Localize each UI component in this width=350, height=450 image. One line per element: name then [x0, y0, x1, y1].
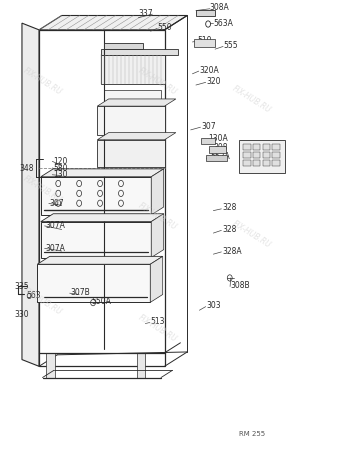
Text: FIX-HUB.RU: FIX-HUB.RU	[136, 201, 178, 231]
Polygon shape	[150, 256, 163, 302]
Text: 513: 513	[150, 317, 165, 326]
Bar	[201, 138, 215, 144]
Bar	[272, 160, 280, 166]
Bar	[243, 153, 251, 158]
Text: FIX-HUB.RU: FIX-HUB.RU	[231, 84, 273, 115]
Bar	[41, 177, 151, 215]
Bar	[272, 144, 280, 150]
Text: 328A: 328A	[222, 247, 242, 256]
Text: FIX-HUB.RU: FIX-HUB.RU	[22, 286, 63, 317]
Text: 130A: 130A	[208, 135, 228, 144]
Polygon shape	[37, 256, 163, 264]
Text: 550A: 550A	[91, 297, 111, 306]
Bar	[262, 144, 270, 150]
Bar	[239, 140, 285, 173]
Bar	[104, 90, 161, 102]
Text: 328: 328	[222, 203, 237, 212]
Text: 550: 550	[158, 23, 172, 32]
Text: 130: 130	[53, 170, 68, 179]
Bar	[196, 9, 215, 16]
Bar	[253, 144, 260, 150]
Text: 348: 348	[20, 163, 34, 172]
Text: FIX-HUB.RU: FIX-HUB.RU	[22, 66, 63, 97]
Polygon shape	[151, 169, 164, 215]
Polygon shape	[22, 23, 39, 366]
Text: FIX-HUB.RU: FIX-HUB.RU	[22, 174, 63, 204]
Text: 320: 320	[206, 77, 221, 86]
Bar	[206, 155, 227, 161]
Bar	[101, 49, 178, 54]
Text: 510: 510	[198, 36, 212, 45]
Bar	[253, 153, 260, 158]
Text: 320A: 320A	[199, 66, 219, 75]
Bar	[262, 153, 270, 158]
Bar	[136, 353, 145, 378]
Bar	[46, 353, 55, 378]
Text: 563: 563	[27, 292, 41, 301]
Bar	[97, 106, 164, 135]
Polygon shape	[151, 214, 164, 257]
Text: FIX-HUB.RU: FIX-HUB.RU	[231, 219, 273, 249]
Bar	[243, 144, 251, 150]
Text: 328: 328	[222, 225, 237, 234]
Text: 120: 120	[53, 157, 67, 166]
Bar	[41, 222, 151, 257]
Text: FIX-HUB.RU: FIX-HUB.RU	[136, 66, 178, 97]
Text: 307B: 307B	[70, 288, 90, 297]
Bar	[37, 264, 150, 302]
Text: 307: 307	[201, 122, 216, 131]
Polygon shape	[97, 99, 176, 106]
Text: FIX-HUB.RU: FIX-HUB.RU	[136, 313, 178, 344]
Polygon shape	[97, 133, 176, 140]
Text: 308B: 308B	[231, 281, 250, 290]
Text: 307: 307	[49, 199, 64, 208]
Text: 308A: 308A	[210, 3, 230, 12]
Bar	[101, 54, 164, 84]
Text: RM 255: RM 255	[239, 431, 265, 436]
Text: 307A: 307A	[45, 244, 65, 253]
Text: 337: 337	[138, 9, 153, 18]
Polygon shape	[41, 169, 164, 177]
Bar	[272, 153, 280, 158]
Text: 307A: 307A	[45, 221, 65, 230]
Text: 335: 335	[15, 283, 29, 292]
Polygon shape	[41, 214, 164, 222]
Text: 301: 301	[252, 154, 266, 163]
Bar	[194, 39, 215, 47]
Text: 580: 580	[53, 163, 68, 172]
Text: 552A: 552A	[210, 152, 230, 161]
Text: 330: 330	[14, 310, 29, 319]
Text: 303: 303	[206, 301, 221, 310]
Text: 563A: 563A	[214, 18, 233, 27]
Bar	[209, 147, 226, 153]
Text: 555: 555	[224, 41, 238, 50]
Bar	[243, 160, 251, 166]
Polygon shape	[39, 15, 187, 30]
Bar	[97, 140, 164, 166]
Bar	[253, 160, 260, 166]
Bar	[39, 30, 164, 366]
Bar	[104, 43, 142, 49]
Bar	[262, 160, 270, 166]
Text: 308: 308	[214, 144, 228, 153]
